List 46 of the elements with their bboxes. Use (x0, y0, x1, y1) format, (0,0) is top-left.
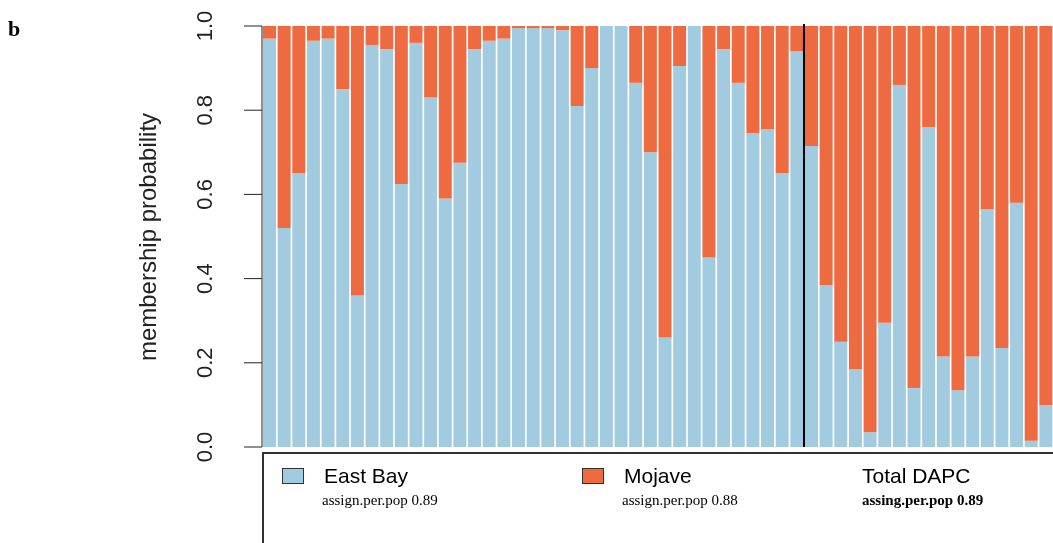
series-label: East Bay (324, 464, 409, 488)
legend-label: Mojave (624, 464, 692, 488)
bar (512, 28, 526, 447)
bar (717, 49, 731, 447)
bar (761, 26, 775, 130)
text: assing.per.pop 0.89 (862, 492, 984, 509)
y-tick-label: 0.0 (192, 431, 217, 463)
y-tick-label: 0.4 (192, 263, 217, 294)
bar (306, 40, 320, 447)
bar (350, 295, 364, 447)
bar (643, 152, 657, 447)
bar (717, 26, 731, 50)
bar (804, 26, 818, 146)
y-tick-label: 0.8 (192, 94, 217, 126)
bar (350, 26, 364, 296)
text: assign.per.pop 0.89 (322, 492, 438, 509)
bar (555, 30, 569, 447)
bar (1010, 26, 1024, 203)
bar (643, 26, 657, 153)
bar (263, 26, 276, 39)
bar (1010, 202, 1024, 447)
text: b (8, 16, 21, 42)
bar (599, 26, 613, 447)
bar (966, 26, 980, 357)
bar (892, 26, 906, 85)
bar (555, 26, 569, 31)
bar (848, 26, 862, 370)
bar (424, 26, 438, 98)
bar (263, 38, 276, 447)
bar (468, 49, 482, 447)
bar (424, 97, 438, 447)
text: Total DAPC (862, 464, 972, 488)
y-tick-label: 0.2 (192, 347, 217, 379)
bar (629, 26, 643, 83)
bar (966, 356, 980, 447)
bar (702, 26, 716, 258)
y-axis-title: membership probability (134, 112, 162, 361)
bar (761, 129, 775, 447)
bar (512, 26, 526, 29)
bar (892, 84, 906, 447)
y-tick-label: 0.6 (192, 179, 217, 210)
y-tick-label: 1.0 (192, 10, 217, 42)
bar (306, 26, 320, 41)
bar (848, 369, 862, 447)
text: assign.per.pop 0.88 (622, 492, 738, 509)
bar (468, 26, 482, 50)
